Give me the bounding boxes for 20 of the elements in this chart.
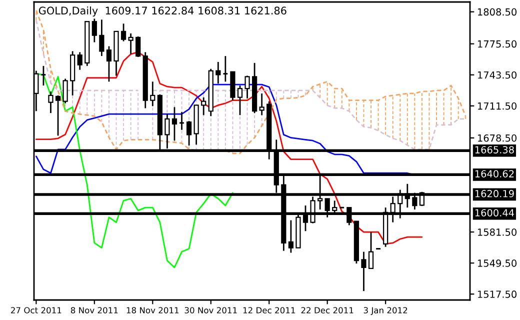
y-tick-label: 1678.50 — [478, 134, 517, 142]
x-tick-label: 18 Nov 2011 — [126, 307, 179, 314]
ref-line-label: 1620.19 — [475, 190, 514, 198]
y-tick-label: 1549.50 — [478, 260, 517, 267]
x-tick-label: 12 Dec 2011 — [243, 307, 295, 314]
x-tick-label: 3 Jan 2012 — [364, 307, 408, 315]
y-tick-label: 1775.50 — [478, 40, 517, 48]
y-tick-label: 1711.50 — [478, 102, 517, 110]
y-tick-label: 1517.50 — [478, 290, 517, 298]
ref-line-label: 1665.38 — [475, 146, 514, 154]
ref-line-label: 1600.44 — [475, 209, 514, 216]
ref-line-label: 1640.62 — [475, 170, 514, 178]
x-tick-label: 8 Nov 2011 — [70, 307, 118, 314]
x-tick-label: 22 Dec 2011 — [301, 307, 354, 314]
y-tick-label: 1808.50 — [478, 8, 517, 16]
chart-title: GOLD,Daily 1609.17 1622.84 1608.31 1621.86 — [38, 6, 286, 17]
y-tick-label: 1743.50 — [478, 71, 517, 79]
x-tick-label: 27 Oct 2011 — [11, 307, 62, 314]
y-tick-label: 1581.50 — [478, 228, 517, 236]
x-tick-label: 30 Nov 2011 — [184, 307, 237, 314]
